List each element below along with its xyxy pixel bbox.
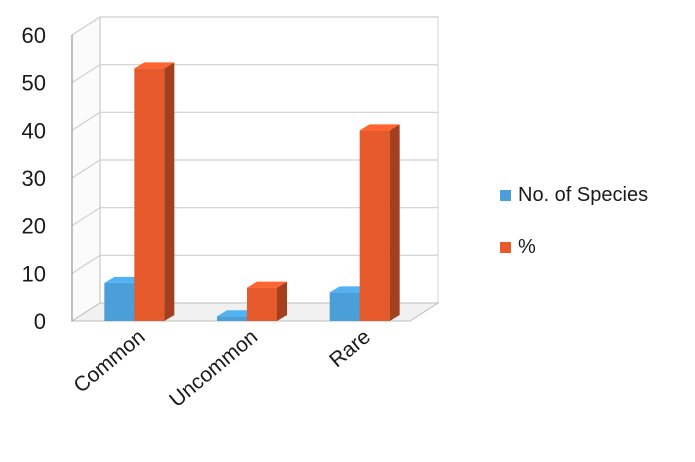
legend-item: % (500, 236, 536, 258)
bar-top (359, 124, 400, 131)
bar-front (247, 287, 277, 321)
y-tick-label: 30 (22, 166, 46, 191)
legend-label: % (518, 236, 536, 258)
bar-side (277, 281, 287, 321)
bar-side (164, 62, 175, 321)
gridline (71, 159, 438, 179)
legend-label: No. of Species (518, 184, 648, 206)
bar-front (329, 292, 360, 321)
gridline (71, 207, 438, 227)
gridlines (71, 16, 438, 321)
y-tick-label: 20 (22, 214, 46, 239)
category-label: Common (69, 325, 149, 397)
bar-top (247, 281, 287, 288)
legend-item: No. of Species (500, 184, 648, 206)
bar (134, 62, 175, 321)
y-tick-label: 0 (34, 309, 46, 334)
bar-side (389, 124, 400, 321)
y-tick-label: 10 (22, 261, 46, 286)
gridline (71, 111, 438, 131)
legend: No. of Species% (500, 184, 648, 258)
bar-top (134, 62, 175, 69)
y-tick-label: 40 (22, 118, 46, 143)
bar (359, 124, 400, 321)
bar-front (359, 130, 390, 321)
category-label: Uncommon (165, 325, 262, 412)
bars (104, 62, 400, 321)
bar-front (217, 316, 247, 321)
bar-front (134, 68, 165, 321)
bar (247, 281, 287, 321)
gridline (71, 16, 438, 36)
y-tick-label: 60 (22, 23, 46, 48)
gridline (71, 254, 438, 274)
legend-swatch (500, 190, 511, 201)
y-tick-label: 50 (22, 71, 46, 96)
y-axis-ticks: 0 10 20 30 40 50 60 (22, 23, 46, 334)
legend-swatch (500, 242, 511, 253)
category-labels: Common Uncommon Rare (69, 325, 374, 412)
bar-front (104, 282, 135, 321)
category-label: Rare (325, 325, 375, 372)
gridline (71, 64, 438, 84)
